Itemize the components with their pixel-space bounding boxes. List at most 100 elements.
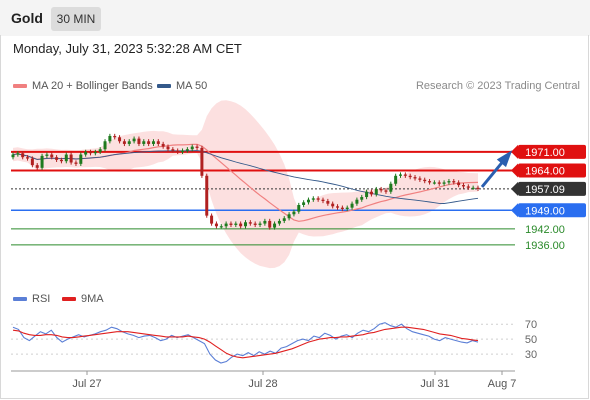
legend-rsi-label: RSI: [32, 293, 51, 305]
candle-body: [306, 199, 310, 203]
candle-body: [302, 202, 306, 205]
rsi-tick-label: 70: [525, 319, 537, 331]
legend-ma50-label: MA 50: [176, 80, 208, 92]
candle-body: [210, 215, 214, 224]
x-tick-label: Aug 7: [488, 378, 517, 390]
candle-body: [16, 153, 20, 155]
candle-body: [229, 223, 233, 225]
legend-9ma-swatch: [62, 297, 76, 302]
candle-body: [50, 154, 54, 158]
legend-ma20-label: MA 20 + Bollinger Bands: [32, 80, 153, 92]
chart-header: Gold 30 MIN: [0, 0, 590, 36]
candle-body: [418, 178, 422, 180]
candle-body: [476, 187, 480, 189]
candle-body: [471, 187, 475, 189]
candle-body: [103, 141, 107, 150]
candle-body: [239, 223, 243, 227]
candle-body: [432, 182, 436, 184]
candle-body: [248, 222, 252, 224]
candle-body: [195, 146, 199, 148]
legend-ma50: MA 50: [157, 80, 207, 92]
candle-body: [360, 197, 364, 200]
rsi-9ma-line: [12, 326, 479, 359]
candle-body: [428, 181, 432, 183]
timeframe-button[interactable]: 30 MIN: [51, 7, 101, 31]
level-label-box: [518, 181, 586, 196]
candle-body: [35, 165, 39, 168]
candle-body: [457, 182, 461, 186]
rsi-tick-label: 50: [525, 334, 537, 346]
candle-body: [413, 177, 417, 179]
candle-body: [350, 203, 354, 208]
candle-body: [108, 135, 112, 142]
candle-body: [447, 181, 451, 183]
candle-body: [64, 154, 68, 162]
candle-body: [26, 157, 30, 159]
legend-9ma-label: 9MA: [81, 293, 104, 305]
candle-body: [93, 151, 97, 154]
candle-body: [452, 181, 456, 183]
legend-9ma: 9MA: [62, 293, 104, 305]
candle-body: [345, 207, 349, 209]
level-label-resistance: 1964.00: [525, 165, 565, 177]
x-tick-label: Jul 27: [72, 378, 101, 390]
candle-body: [423, 179, 427, 182]
instrument-title: Gold: [11, 10, 43, 26]
candle-body: [113, 135, 117, 138]
candle-body: [355, 199, 359, 204]
level-label-pivot: 1949.00: [525, 205, 565, 217]
candle-body: [263, 220, 267, 224]
candle-body: [84, 151, 88, 155]
candle-body: [253, 223, 257, 225]
level-label-support: 1936.00: [525, 240, 565, 252]
research-credit: Research © 2023 Trading Central: [415, 80, 580, 92]
candle-body: [219, 226, 223, 228]
candle-body: [127, 141, 131, 144]
candle-body: [277, 220, 281, 224]
candle-body: [147, 141, 151, 144]
candle-body: [122, 141, 126, 144]
candle-body: [166, 146, 170, 150]
level-label-last_price: 1957.09: [525, 184, 565, 196]
level-label-pointer: [511, 163, 518, 178]
candle-body: [151, 141, 155, 144]
candle-body: [142, 141, 146, 144]
legend-ma20: MA 20 + Bollinger Bands: [13, 80, 153, 92]
candle-body: [282, 218, 286, 221]
candle-body: [171, 149, 175, 151]
candle-body: [287, 214, 291, 219]
candle-body: [369, 191, 373, 195]
level-label-box: [518, 203, 586, 218]
candle-body: [340, 207, 344, 209]
candle-body: [268, 220, 272, 228]
candle-body: [461, 185, 465, 187]
legend-rsi: RSI: [13, 293, 50, 305]
candle-body: [11, 154, 15, 158]
candle-body: [137, 138, 141, 144]
level-label-resistance: 1971.00: [525, 147, 565, 159]
candle-body: [399, 174, 402, 176]
candle-body: [331, 203, 335, 207]
candle-body: [408, 175, 412, 178]
level-label-box: [518, 144, 586, 159]
candle-body: [437, 182, 441, 184]
candle-body: [200, 147, 204, 176]
candle-body: [374, 189, 378, 195]
bollinger-band: [13, 100, 478, 269]
ma50-line: [12, 150, 479, 204]
legend-ma20-swatch: [13, 84, 27, 89]
candle-body: [442, 182, 446, 184]
candle-body: [326, 201, 330, 204]
candle-body: [224, 223, 228, 227]
candle-body: [30, 158, 34, 166]
candle-body: [244, 222, 247, 227]
legend-ma50-swatch: [157, 84, 171, 89]
candle-body: [69, 154, 73, 163]
candle-body: [74, 162, 78, 164]
x-tick-label: Jul 28: [248, 378, 277, 390]
candle-body: [258, 223, 262, 225]
legend-rsi-swatch: [13, 297, 27, 302]
candle-body: [379, 189, 383, 191]
level-label-box: [518, 163, 586, 178]
